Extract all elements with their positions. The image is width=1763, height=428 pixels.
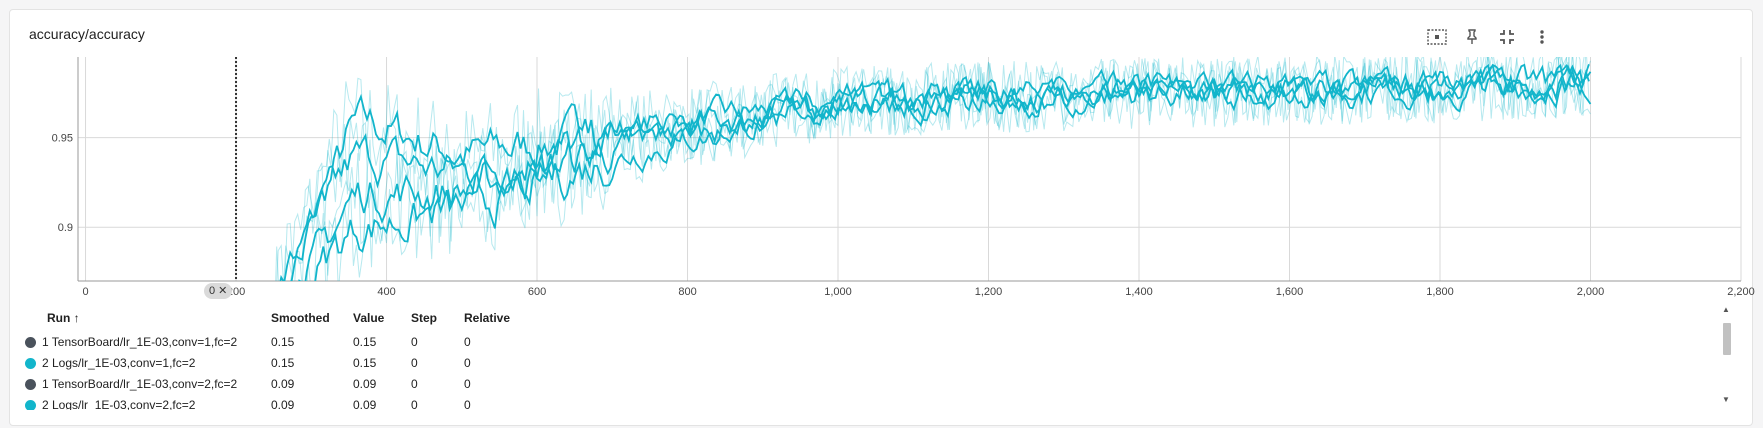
table-header-row: Run ↑ Smoothed Value Step Relative (25, 305, 536, 331)
run-name-cell: 1 TensorBoard/lr_1E-03,conv=1,fc=2 (25, 331, 271, 352)
run-label: 1 TensorBoard/lr_1E-03,conv=2,fc=2 (42, 376, 238, 391)
x-tick-label: 1,800 (1426, 286, 1454, 298)
x-tick-label: 800 (678, 286, 696, 298)
more-vert-icon[interactable] (1529, 24, 1555, 50)
x-tick-label: 2,000 (1577, 286, 1605, 298)
run-label: 2 Logs/lr_1E-03,conv=1,fc=2 (42, 355, 196, 370)
column-header[interactable]: Smoothed (271, 311, 330, 325)
table-row[interactable]: 1 TensorBoard/lr_1E-03,conv=2,fc=2 0.09 0.… (25, 373, 536, 394)
scroll-down-arrow[interactable]: ▼ (1722, 395, 1730, 404)
value-cell: 0.09 (353, 397, 377, 411)
run-name-cell: 1 TensorBoard/lr_1E-03,conv=2,fc=2 (25, 373, 271, 394)
step-marker-chip[interactable]: 0 ✕ (204, 283, 233, 299)
value-cell: 0.15 (353, 334, 377, 349)
x-tick-label: 1,000 (824, 286, 852, 298)
value-cell: 0.09 (353, 376, 377, 391)
relative-cell: 0 (464, 376, 471, 391)
table-row[interactable]: 2 Logs/lr_1E-03,conv=2,fc=2 0.09 0.09 0 0 (25, 394, 536, 410)
plot-area (275, 57, 1592, 300)
pin-icon[interactable] (1459, 24, 1485, 50)
collapse-icon[interactable] (1494, 24, 1520, 50)
relative-cell: 0 (464, 397, 471, 411)
run-label: 2 Logs/lr_1E-03,conv=2,fc=2 (42, 397, 196, 411)
x-tick-label: 1,200 (975, 286, 1003, 298)
smoothed-series-line[interactable] (281, 63, 1592, 300)
relative-cell: 0 (464, 355, 471, 370)
table-row[interactable]: 2 Logs/lr_1E-03,conv=1,fc=2 0.15 0.15 0 0 (25, 352, 536, 373)
run-color-dot (25, 357, 36, 369)
smoothed-cell: 0.15 (271, 355, 295, 370)
raw-series-line (294, 57, 1591, 281)
step-cell: 0 (411, 376, 418, 391)
column-header[interactable]: Step (411, 311, 438, 325)
y-tick-label: 0.95 (52, 133, 73, 145)
run-color-dot (25, 399, 36, 410)
fit-domain-icon[interactable] (1424, 24, 1450, 50)
run-table: Run ↑ Smoothed Value Step Relative 1 TensorB… (25, 305, 1725, 410)
run-color-dot (25, 378, 36, 390)
value-cell: 0.15 (353, 355, 377, 370)
scrollbar-thumb[interactable] (1723, 323, 1731, 355)
column-header[interactable]: Value (353, 311, 385, 325)
scroll-up-arrow[interactable]: ▲ (1722, 305, 1730, 314)
chart-card: accuracy/accuracy (9, 9, 1753, 426)
table-row[interactable]: 1 TensorBoard/lr_1E-03,conv=1,fc=2 0.15 0.… (25, 331, 536, 352)
x-tick-label: 400 (377, 286, 395, 298)
run-name-cell: 2 Logs/lr_1E-03,conv=2,fc=2 (25, 394, 271, 410)
column-header[interactable]: Run ↑ (47, 311, 80, 325)
raw-series-line (289, 57, 1585, 281)
smoothed-cell: 0.09 (271, 397, 295, 411)
smoothed-cell: 0.09 (271, 376, 295, 391)
card-title: accuracy/accuracy (29, 26, 145, 42)
run-label: 1 TensorBoard/lr_1E-03,conv=1,fc=2 (42, 334, 238, 349)
x-tick-label: 0 (82, 286, 88, 298)
x-tick-label: 600 (528, 286, 546, 298)
step-cell: 0 (411, 355, 418, 370)
line-chart[interactable]: 0 200 400 600 800 1,000 1,200 1,400 1,600 1,800 2,… (0, 0, 1763, 300)
run-name-cell: 2 Logs/lr_1E-03,conv=1,fc=2 (25, 352, 271, 373)
smoothed-series-line[interactable] (289, 63, 1590, 300)
column-header[interactable]: Relative (464, 311, 511, 325)
smoothed-cell: 0.15 (271, 334, 295, 349)
y-tick-label: 0.9 (58, 222, 73, 234)
run-color-dot (25, 336, 36, 348)
table-scrollbar[interactable]: ▲ ▼ (1721, 305, 1733, 405)
x-tick-label: 1,600 (1276, 286, 1304, 298)
step-cell: 0 (411, 397, 418, 411)
x-tick-label: 2,200 (1727, 286, 1755, 298)
raw-series-line (275, 57, 1590, 281)
relative-cell: 0 (464, 334, 471, 349)
x-tick-label: 1,400 (1125, 286, 1153, 298)
step-cell: 0 (411, 334, 418, 349)
